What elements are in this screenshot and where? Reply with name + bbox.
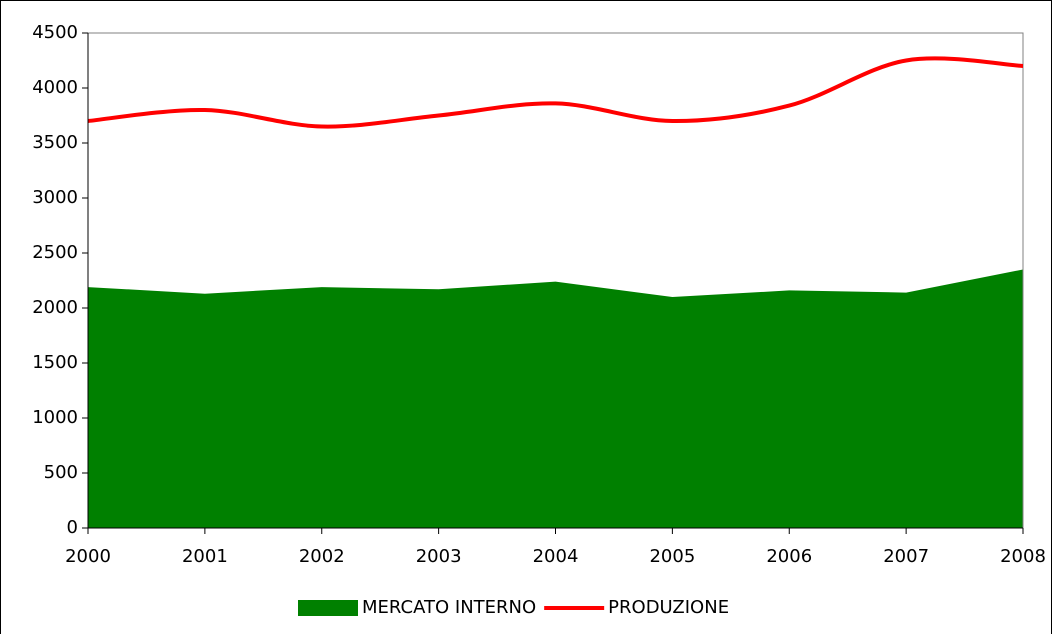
legend-label: PRODUZIONE <box>608 597 729 618</box>
y-tick-label: 1000 <box>32 407 78 428</box>
area <box>88 269 1023 528</box>
y-tick-label: 2500 <box>32 242 78 263</box>
x-tick-label: 2007 <box>883 546 929 567</box>
y-tick-label: 3500 <box>32 132 78 153</box>
y-tick-label: 4500 <box>32 22 78 43</box>
x-tick-label: 2008 <box>1000 546 1046 567</box>
x-tick-label: 2006 <box>766 546 812 567</box>
y-tick-label: 2000 <box>32 297 78 318</box>
line <box>87 56 1024 129</box>
x-tick-label: 2004 <box>533 546 579 567</box>
legend-swatch <box>298 600 358 616</box>
legend-label: MERCATO INTERNO <box>362 597 536 618</box>
y-tick-label: 4000 <box>32 77 78 98</box>
y-tick-label: 1500 <box>32 352 78 373</box>
y-tick-label: 500 <box>44 462 78 483</box>
x-tick-label: 2001 <box>182 546 228 567</box>
y-tick-label: 0 <box>67 517 78 538</box>
x-tick-label: 2005 <box>649 546 695 567</box>
x-tick-label: 2002 <box>299 546 345 567</box>
y-tick-label: 3000 <box>32 187 78 208</box>
x-tick-label: 2000 <box>65 546 111 567</box>
x-tick-label: 2003 <box>416 546 462 567</box>
